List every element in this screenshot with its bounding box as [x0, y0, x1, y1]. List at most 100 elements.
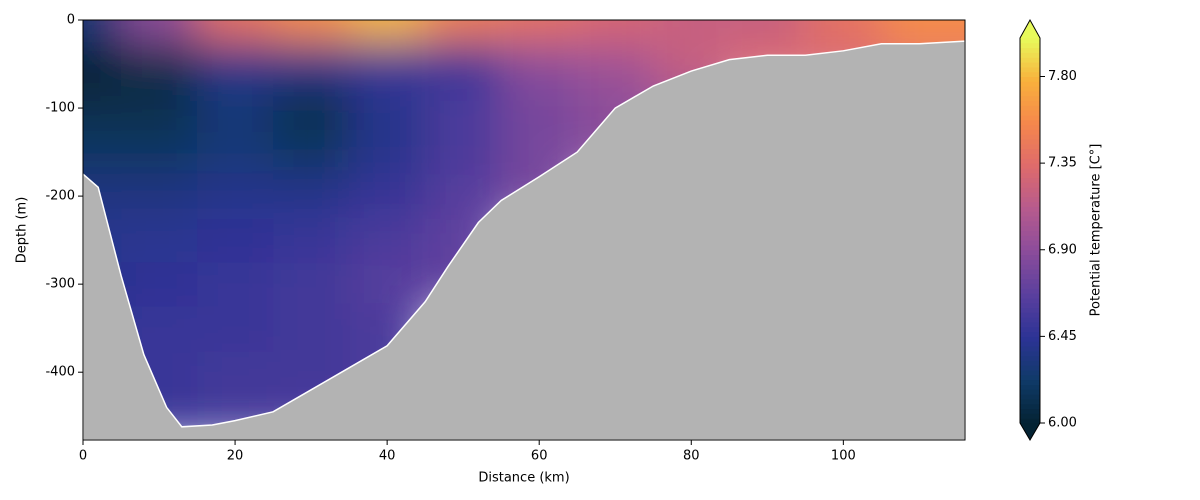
colorbar-swatch	[1020, 365, 1040, 371]
colorbar-swatch	[1020, 143, 1040, 150]
colorbar-swatch	[1020, 148, 1040, 154]
colorbar-swatch	[1020, 259, 1040, 265]
temperature-cell	[197, 86, 274, 131]
temperature-cell	[273, 130, 350, 175]
temperature-cell	[121, 174, 198, 219]
x-tick-label: 60	[531, 449, 548, 464]
colorbar-swatch	[1020, 95, 1040, 102]
temperature-cell	[349, 218, 426, 263]
temperature-cell	[197, 306, 274, 351]
field	[83, 20, 965, 440]
temperature-cell	[121, 42, 198, 87]
colorbar-swatch	[1020, 211, 1040, 217]
temperature-cell	[197, 20, 274, 43]
temperature-cell	[349, 42, 426, 87]
temperature-cell	[349, 262, 426, 307]
colorbar-tick-label: 7.35	[1048, 156, 1077, 171]
colorbar-tick-label: 6.45	[1048, 329, 1077, 344]
colorbar-swatch	[1020, 360, 1040, 366]
colorbar-swatch	[1020, 331, 1040, 337]
colorbar-swatch	[1020, 124, 1040, 130]
colorbar-swatch	[1020, 62, 1040, 68]
colorbar-swatch	[1020, 76, 1040, 82]
y-axis-label: Depth (m)	[15, 197, 30, 264]
colorbar-swatch	[1020, 163, 1040, 169]
y-tick-label: 0	[67, 13, 75, 28]
colorbar-swatch	[1020, 42, 1040, 49]
colorbar-swatch	[1020, 71, 1040, 77]
temperature-cell	[197, 262, 274, 307]
colorbar-swatch	[1020, 355, 1040, 361]
colorbar-swatch	[1020, 293, 1040, 299]
temperature-cell	[425, 130, 502, 175]
colorbar-swatch	[1020, 283, 1040, 289]
colorbar-swatch	[1020, 254, 1040, 260]
colorbar-swatch	[1020, 302, 1040, 308]
colorbar-swatch	[1020, 394, 1040, 400]
temperature-cell	[577, 42, 654, 87]
colorbar-swatch	[1020, 312, 1040, 318]
colorbar-swatch	[1020, 269, 1040, 275]
colorbar-swatch	[1020, 341, 1040, 347]
seabed	[83, 40, 965, 440]
colorbar-swatch	[1020, 66, 1040, 73]
colorbar-swatch	[1020, 398, 1040, 405]
colorbar-swatch	[1020, 110, 1040, 116]
temperature-cell	[501, 20, 578, 43]
colorbar-swatch	[1020, 115, 1040, 121]
temperature-cell	[83, 86, 122, 131]
colorbar-swatch	[1020, 86, 1040, 92]
temperature-cell	[197, 130, 274, 175]
temperature-cell	[121, 218, 198, 263]
temperature-cell	[425, 86, 502, 131]
colorbar-swatch	[1020, 273, 1040, 280]
colorbar-swatch	[1020, 408, 1040, 414]
colorbar-swatch	[1020, 134, 1040, 140]
colorbar-extend-bottom	[1020, 423, 1040, 440]
colorbar-swatch	[1020, 413, 1040, 419]
colorbar-swatch	[1020, 57, 1040, 63]
colorbar-swatch	[1020, 288, 1040, 294]
colorbar-swatch	[1020, 100, 1040, 106]
temperature-cell	[197, 218, 274, 263]
colorbar-swatch	[1020, 235, 1040, 241]
colorbar-swatch	[1020, 201, 1040, 207]
temperature-cell	[273, 174, 350, 219]
colorbar-swatch	[1020, 278, 1040, 284]
temperature-cell	[273, 306, 350, 351]
colorbar-swatch	[1020, 153, 1040, 159]
colorbar-swatch	[1020, 206, 1040, 212]
colorbar-swatch	[1020, 350, 1040, 357]
colorbar-swatch	[1020, 249, 1040, 256]
colorbar-swatch	[1020, 81, 1040, 87]
temperature-cell	[729, 20, 806, 43]
temperature-cell	[653, 20, 730, 43]
temperature-cell	[197, 350, 274, 395]
colorbar-swatch	[1020, 196, 1040, 203]
temperature-cell	[83, 42, 122, 87]
colorbar-swatch	[1020, 158, 1040, 164]
temperature-cell	[83, 20, 122, 43]
colorbar-swatch	[1020, 374, 1040, 381]
temperature-cell	[805, 20, 882, 43]
plot-frame	[82, 19, 966, 441]
colorbar-swatch	[1020, 172, 1040, 179]
temperature-cell	[273, 20, 350, 43]
colorbar-swatch	[1020, 244, 1040, 251]
colorbar-swatch	[1020, 90, 1040, 97]
colorbar-swatch	[1020, 225, 1040, 231]
temperature-cell	[273, 86, 350, 131]
x-tick-label: 100	[831, 449, 856, 464]
x-tick-label: 40	[379, 449, 396, 464]
colorbar-swatch	[1020, 52, 1040, 58]
temperature-cell	[501, 42, 578, 87]
colorbar-swatch	[1020, 326, 1040, 333]
colorbar-swatch	[1020, 346, 1040, 352]
temperature-cell	[349, 130, 426, 175]
colorbar-swatch	[1020, 264, 1040, 270]
temperature-cell	[121, 262, 198, 307]
temperature-cell	[425, 20, 502, 43]
x-axis-label: Distance (km)	[478, 471, 569, 486]
x-tick-label: 0	[79, 449, 87, 464]
